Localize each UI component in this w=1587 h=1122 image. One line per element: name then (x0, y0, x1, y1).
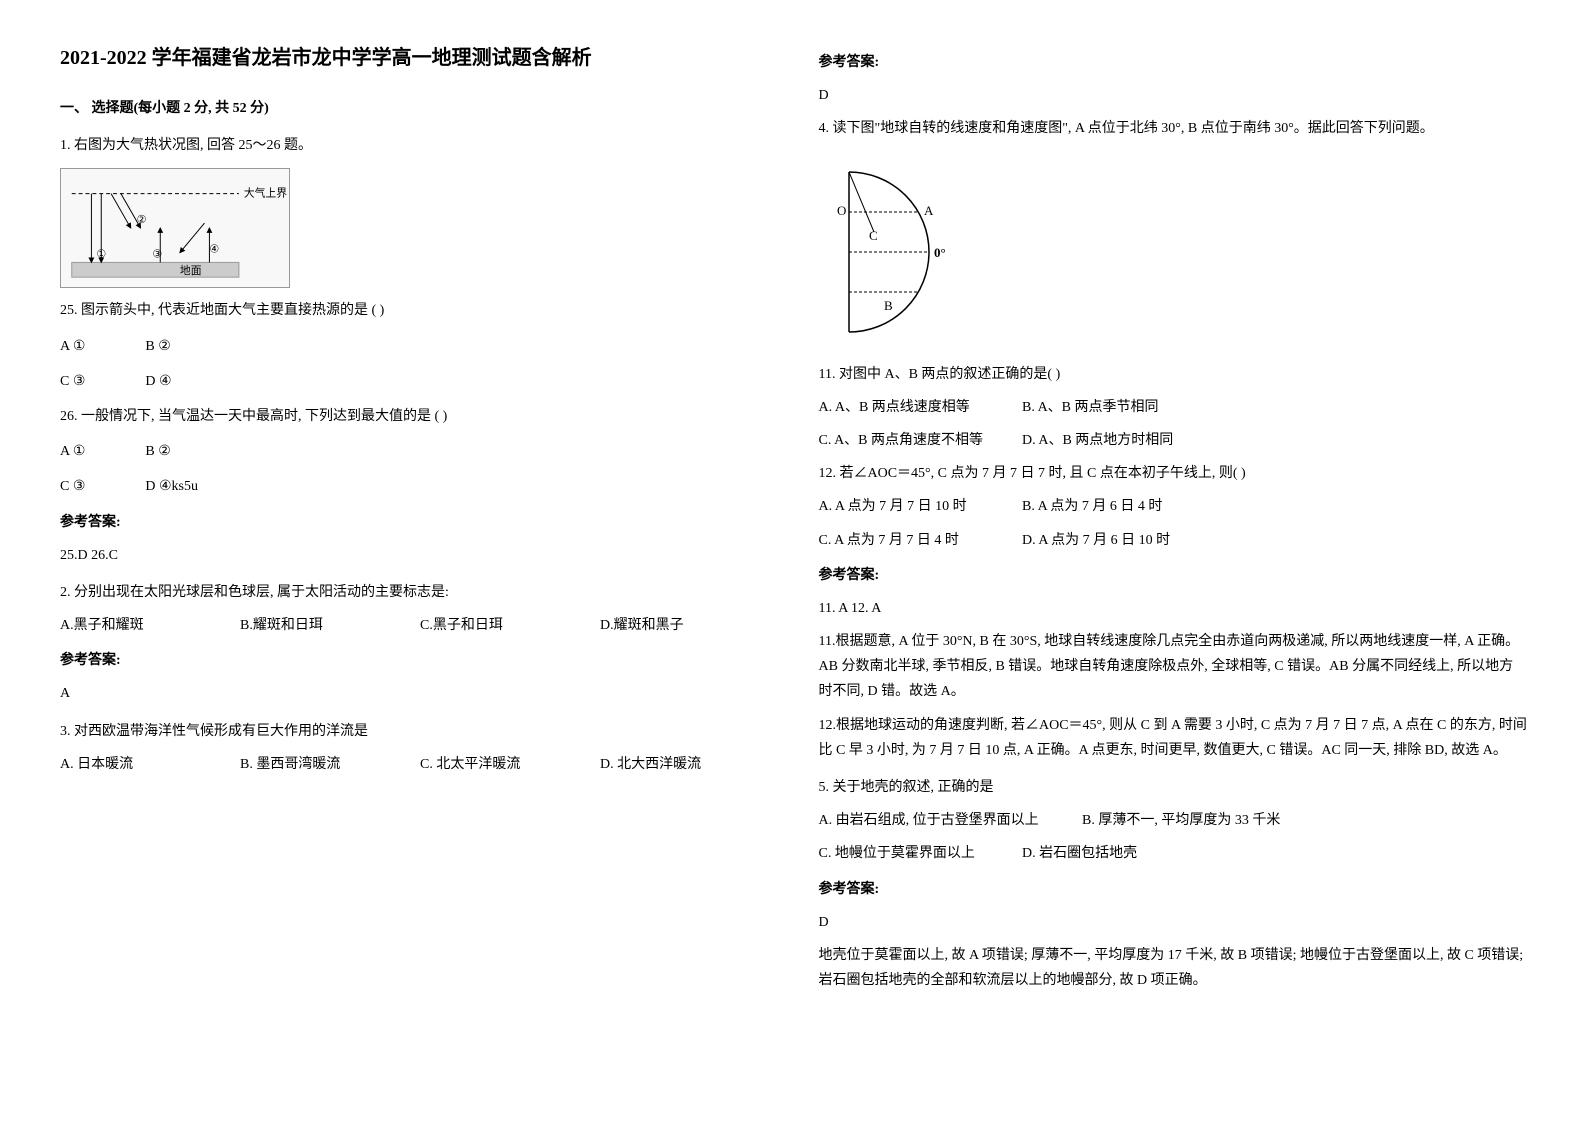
q3-answer: D (819, 83, 1528, 108)
q11-opt-d: D. A、B 两点地方时相同 (1022, 428, 1173, 453)
q4-answer-label: 参考答案: (819, 563, 1528, 588)
q11-stem: 11. 对图中 A、B 两点的叙述正确的是( ) (819, 362, 1528, 387)
q12-opt-c: C. A 点为 7 月 7 日 4 时 (819, 528, 1019, 553)
q4-explain12: 12.根据地球运动的角速度判断, 若∠AOC＝45°, 则从 C 到 A 需要 … (819, 713, 1528, 763)
question-3: 3. 对西欧温带海洋性气候形成有巨大作用的洋流是 A. 日本暖流 B. 墨西哥湾… (60, 719, 769, 777)
q2-opt-b: B.耀斑和日珥 (240, 613, 380, 638)
q12-opt-a: A. A 点为 7 月 7 日 10 时 (819, 494, 1019, 519)
q3-opt-a: A. 日本暖流 (60, 752, 200, 777)
q12-opt-b: B. A 点为 7 月 6 日 4 时 (1022, 494, 1162, 519)
svg-text:O: O (837, 203, 846, 218)
q4-explain11: 11.根据题意, A 位于 30°N, B 在 30°S, 地球自转线速度除几点… (819, 629, 1528, 705)
q26-opt-d: D ④ks5u (145, 474, 198, 499)
question-5: 5. 关于地壳的叙述, 正确的是 A. 由岩石组成, 位于古登堡界面以上 B. … (819, 775, 1528, 993)
left-column: 2021-2022 学年福建省龙岩市龙中学学高一地理测试题含解析 一、 选择题(… (60, 40, 769, 1005)
q25-opt-c: C ③ (60, 369, 85, 394)
q2-opt-a: A.黑子和耀斑 (60, 613, 200, 638)
question-4: 4. 读下图"地球自转的线速度和角速度图", A 点位于北纬 30°, B 点位… (819, 116, 1528, 763)
q1-stem: 1. 右图为大气热状况图, 回答 25～26 题。 (60, 133, 769, 158)
svg-text:①: ① (96, 249, 106, 261)
q3-answer-label: 参考答案: (819, 50, 1528, 75)
svg-text:0°: 0° (934, 245, 946, 260)
q3-opt-d: D. 北大西洋暖流 (600, 752, 740, 777)
svg-text:②: ② (137, 214, 147, 226)
q2-answer-label: 参考答案: (60, 648, 769, 673)
q25-opt-d: D ④ (145, 369, 171, 394)
q25-opt-b: B ② (145, 334, 170, 359)
q26-opt-c: C ③ (60, 474, 85, 499)
q3-stem: 3. 对西欧温带海洋性气候形成有巨大作用的洋流是 (60, 719, 769, 744)
svg-text:A: A (924, 203, 934, 218)
question-2: 2. 分别出现在太阳光球层和色球层, 属于太阳活动的主要标志是: A.黑子和耀斑… (60, 580, 769, 707)
q5-answer: D (819, 910, 1528, 935)
q2-stem: 2. 分别出现在太阳光球层和色球层, 属于太阳活动的主要标志是: (60, 580, 769, 605)
q5-opt-b: B. 厚薄不一, 平均厚度为 33 千米 (1082, 808, 1280, 833)
svg-text:④: ④ (209, 244, 219, 256)
q4-stem: 4. 读下图"地球自转的线速度和角速度图", A 点位于北纬 30°, B 点位… (819, 116, 1528, 141)
q11-opt-c: C. A、B 两点角速度不相等 (819, 428, 1019, 453)
q1-answer-label: 参考答案: (60, 510, 769, 535)
q5-opt-c: C. 地幔位于莫霍界面以上 (819, 841, 1019, 866)
q5-opt-d: D. 岩石圈包括地壳 (1022, 841, 1162, 866)
q5-stem: 5. 关于地壳的叙述, 正确的是 (819, 775, 1528, 800)
question-1: 1. 右图为大气热状况图, 回答 25～26 题。 大气上界 地面 ① (60, 133, 769, 568)
q5-opt-a: A. 由岩石组成, 位于古登堡界面以上 (819, 808, 1079, 833)
q26-stem: 26. 一般情况下, 当气温达一天中最高时, 下列达到最大值的是 ( ) (60, 404, 769, 429)
q12-stem: 12. 若∠AOC＝45°, C 点为 7 月 7 日 7 时, 且 C 点在本… (819, 461, 1528, 486)
q11-opt-b: B. A、B 两点季节相同 (1022, 395, 1162, 420)
q1-answer: 25.D 26.C (60, 543, 769, 568)
earth-diagram: O A C 0° B (819, 152, 999, 352)
svg-text:B: B (884, 298, 893, 313)
svg-text:C: C (869, 228, 878, 243)
diag-ground-label: 地面 (180, 265, 202, 278)
diag-top-label: 大气上界 (244, 186, 287, 200)
q11-opt-a: A. A、B 两点线速度相等 (819, 395, 1019, 420)
svg-text:③: ③ (152, 249, 162, 261)
q12-opt-d: D. A 点为 7 月 6 日 10 时 (1022, 528, 1170, 553)
atmosphere-diagram: 大气上界 地面 ① ② ③ ④ (60, 168, 290, 288)
q4-answer: 11. A 12. A (819, 596, 1528, 621)
q2-opt-d: D.耀斑和黑子 (600, 613, 740, 638)
section-header: 一、 选择题(每小题 2 分, 共 52 分) (60, 96, 769, 121)
q26-opt-b: B ② (145, 439, 170, 464)
q25-opt-a: A ① (60, 334, 85, 359)
right-column: 参考答案: D 4. 读下图"地球自转的线速度和角速度图", A 点位于北纬 3… (819, 40, 1528, 1005)
q5-explain: 地壳位于莫霍面以上, 故 A 项错误; 厚薄不一, 平均厚度为 17 千米, 故… (819, 943, 1528, 993)
q26-opt-a: A ① (60, 439, 85, 464)
q25-stem: 25. 图示箭头中, 代表近地面大气主要直接热源的是 ( ) (60, 298, 769, 323)
q3-opt-c: C. 北太平洋暖流 (420, 752, 560, 777)
q5-answer-label: 参考答案: (819, 877, 1528, 902)
page-title: 2021-2022 学年福建省龙岩市龙中学学高一地理测试题含解析 (60, 40, 769, 76)
q3-opt-b: B. 墨西哥湾暖流 (240, 752, 380, 777)
q2-answer: A (60, 681, 769, 706)
q2-opt-c: C.黑子和日珥 (420, 613, 560, 638)
